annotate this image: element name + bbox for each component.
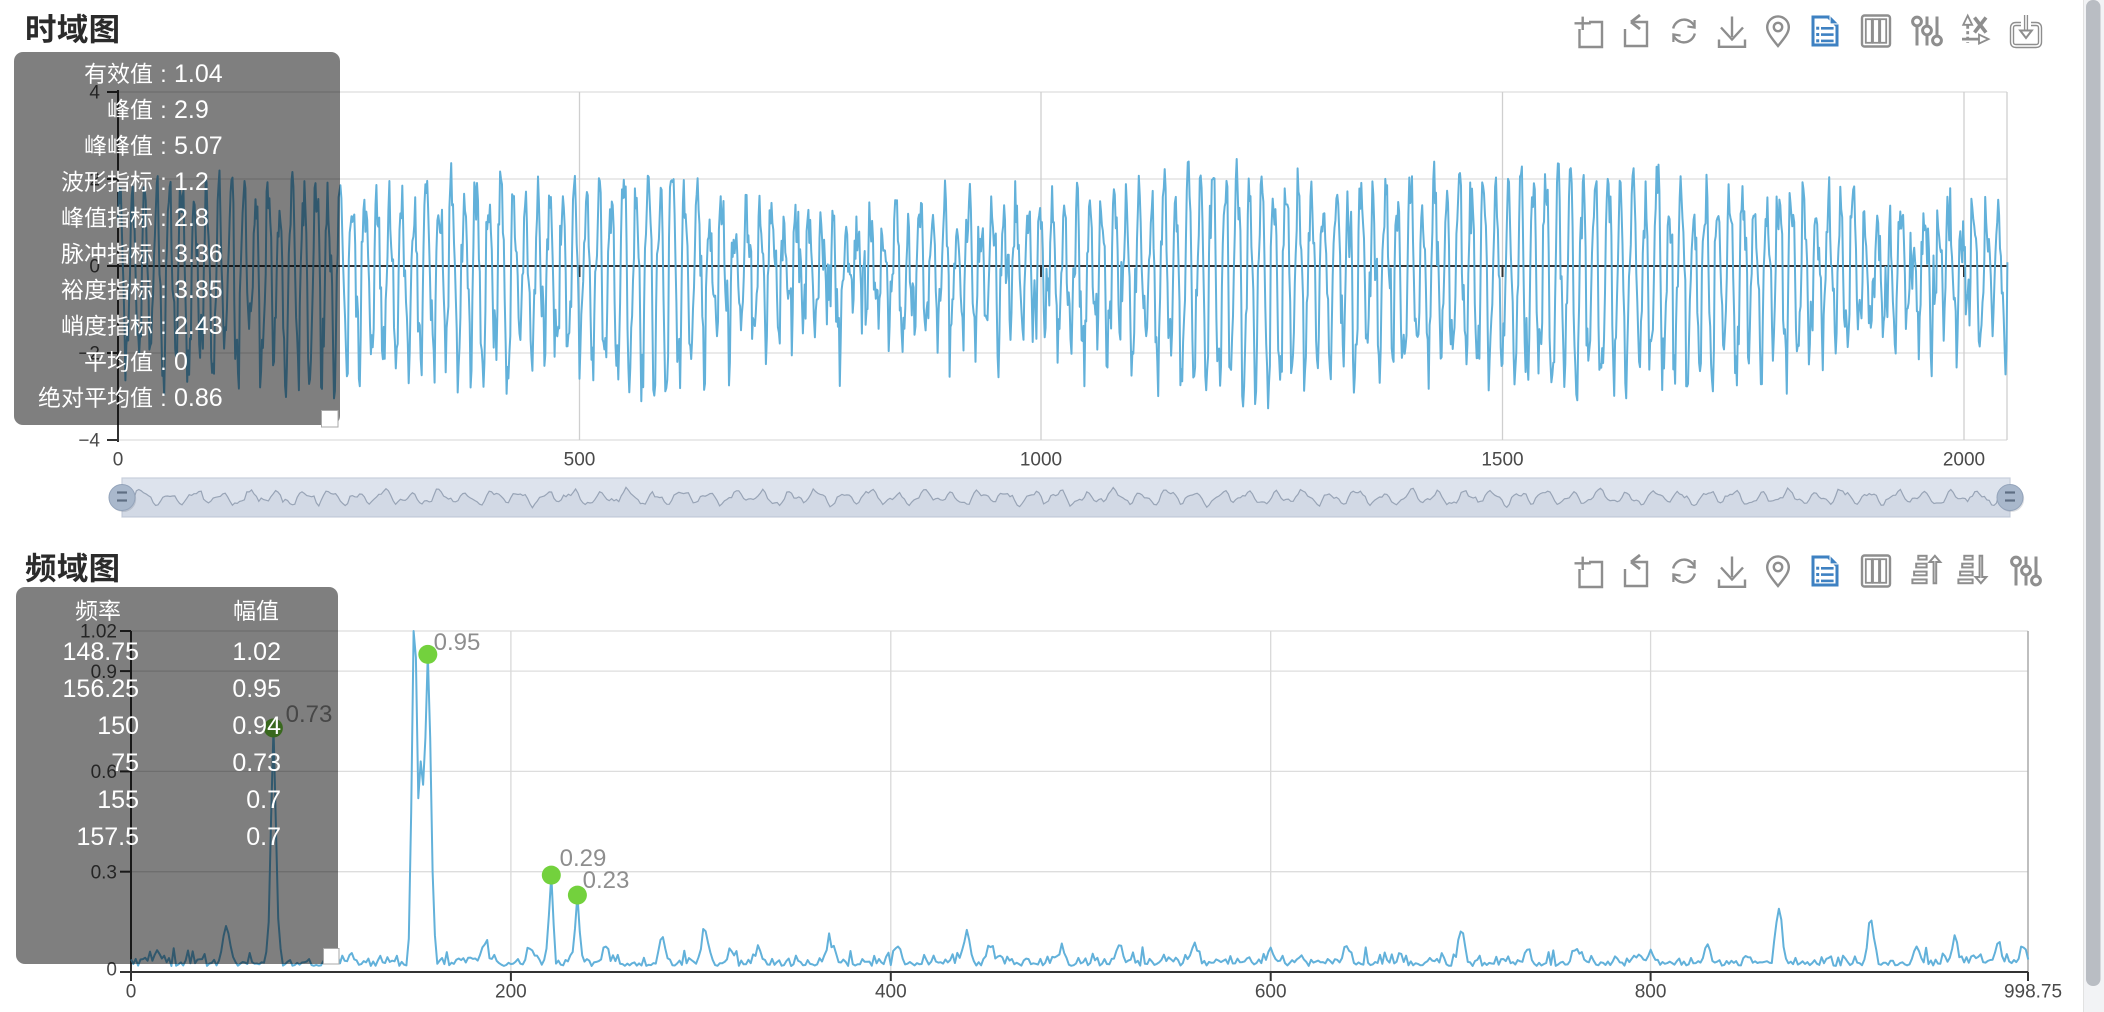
svg-text:400: 400 (875, 982, 907, 1003)
svg-text:0.29: 0.29 (560, 845, 607, 872)
svg-text:0.7: 0.7 (246, 786, 281, 814)
svg-text:0.7: 0.7 (246, 823, 281, 851)
svg-text::: : (160, 385, 166, 411)
svg-text::: : (160, 313, 166, 339)
svg-text:1.02: 1.02 (232, 638, 281, 666)
svg-text:1.2: 1.2 (174, 168, 209, 196)
svg-text:1000: 1000 (1020, 450, 1062, 471)
svg-text:0.95: 0.95 (434, 629, 481, 656)
svg-text:0.23: 0.23 (583, 867, 630, 894)
svg-text:0.94: 0.94 (232, 712, 281, 740)
svg-text:0: 0 (113, 450, 124, 471)
svg-text:−4: −4 (78, 431, 100, 452)
svg-text:998.75: 998.75 (2004, 982, 2062, 1003)
svg-text:157.5: 157.5 (76, 823, 139, 851)
svg-text:5.07: 5.07 (174, 132, 223, 160)
svg-text:148.75: 148.75 (63, 638, 139, 666)
svg-text:0: 0 (126, 982, 137, 1003)
svg-text:1.04: 1.04 (174, 60, 223, 88)
svg-text:600: 600 (1255, 982, 1287, 1003)
svg-text:2.8: 2.8 (174, 204, 209, 232)
svg-text::: : (160, 97, 166, 123)
svg-text:75: 75 (111, 749, 139, 777)
svg-text:2.9: 2.9 (174, 96, 209, 124)
svg-text::: : (160, 241, 166, 267)
svg-text:0.73: 0.73 (232, 749, 281, 777)
svg-text::: : (160, 277, 166, 303)
svg-text:200: 200 (495, 982, 527, 1003)
svg-text:3.36: 3.36 (174, 240, 223, 268)
svg-text:150: 150 (97, 712, 139, 740)
svg-text::: : (160, 205, 166, 231)
svg-text:0.86: 0.86 (174, 384, 223, 412)
svg-text:0.95: 0.95 (232, 675, 281, 703)
svg-text::: : (160, 61, 166, 87)
svg-text:155: 155 (97, 786, 139, 814)
svg-text::: : (160, 133, 166, 159)
svg-text::: : (160, 349, 166, 375)
svg-text:2000: 2000 (1943, 450, 1985, 471)
svg-text:800: 800 (1635, 982, 1667, 1003)
svg-text::: : (160, 169, 166, 195)
svg-text:0: 0 (174, 348, 188, 376)
svg-text:1500: 1500 (1481, 450, 1523, 471)
svg-text:156.25: 156.25 (63, 675, 139, 703)
svg-text:0: 0 (106, 960, 117, 981)
svg-text:3.85: 3.85 (174, 276, 223, 304)
svg-text:500: 500 (564, 450, 596, 471)
svg-text:2.43: 2.43 (174, 312, 223, 340)
